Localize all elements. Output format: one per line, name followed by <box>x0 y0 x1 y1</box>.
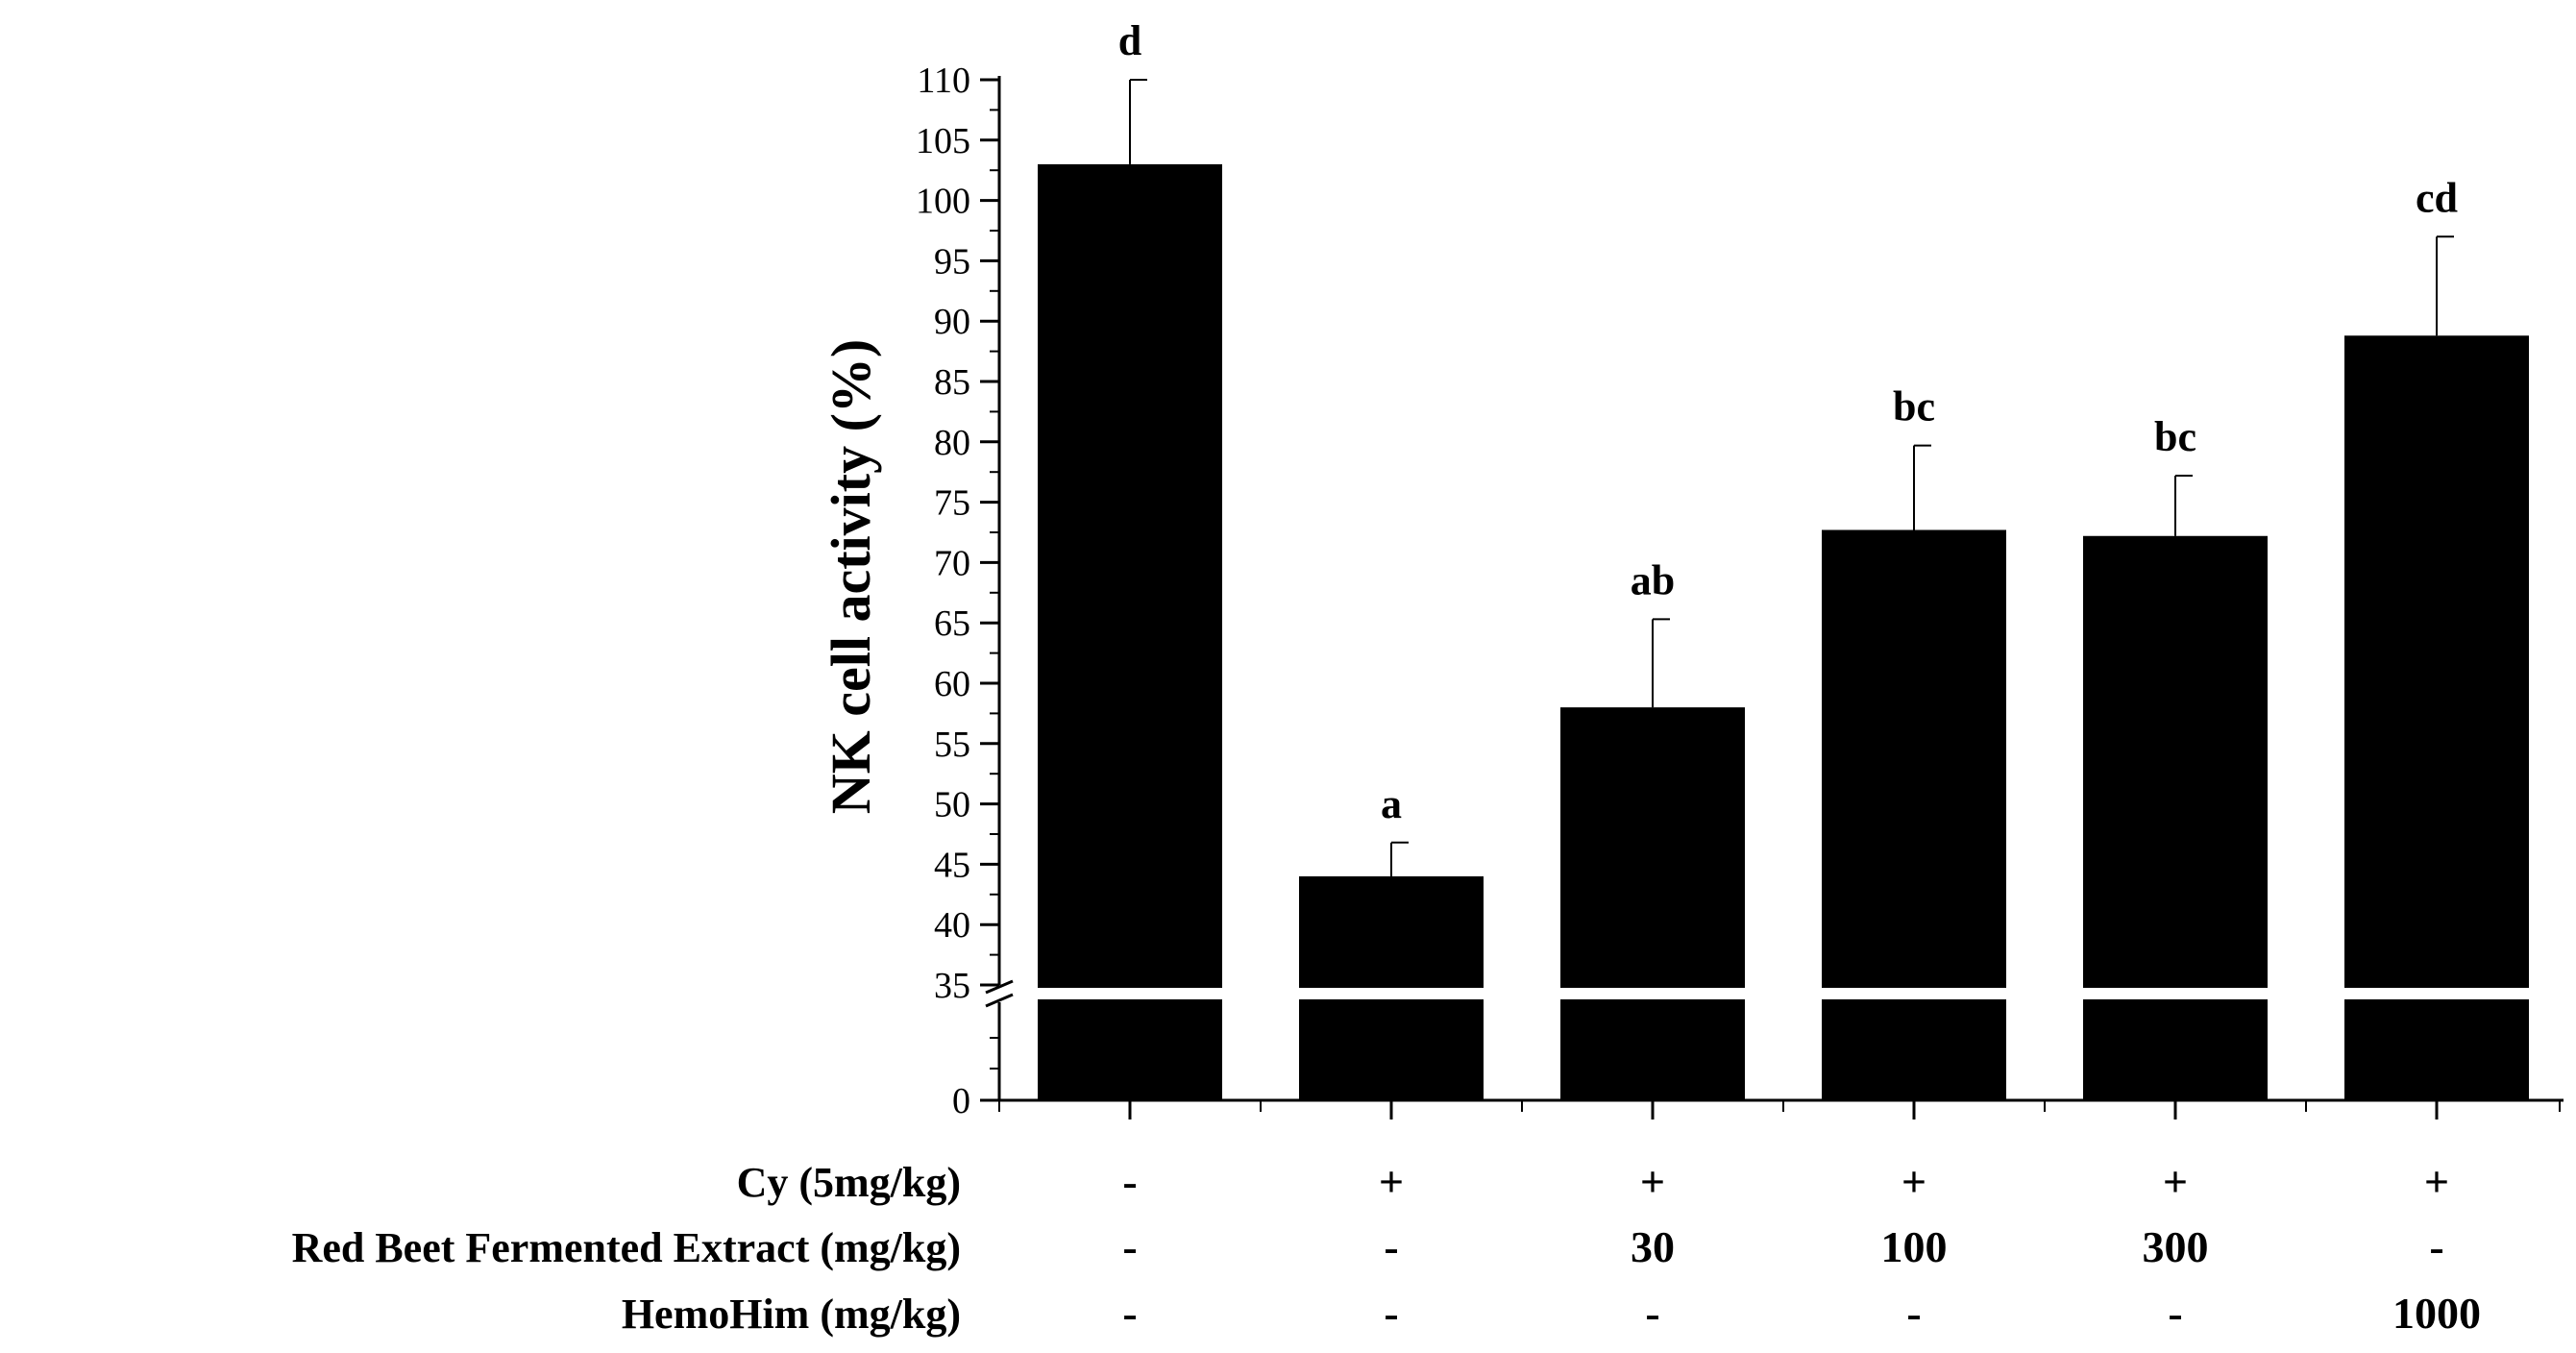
significance-label-3: ab <box>1631 556 1675 603</box>
y-tick-label-60: 60 <box>934 664 970 704</box>
treatment-cell-2-2: - <box>1384 1222 1398 1271</box>
treatment-cell-2-3: 30 <box>1631 1222 1675 1271</box>
bar-3 <box>1560 707 1745 1100</box>
axis-break-mark-lower <box>985 993 1014 1008</box>
y-tick-label-65: 65 <box>934 603 970 644</box>
treatment-cell-2-4: 100 <box>1881 1222 1948 1271</box>
treatment-cell-2-5: 300 <box>2143 1222 2209 1271</box>
y-tick-label-85: 85 <box>934 362 970 403</box>
treatment-cell-3-6: 1000 <box>2392 1289 2481 1338</box>
y-tick-label-70: 70 <box>934 543 970 583</box>
y-tick-label-110: 110 <box>917 61 970 101</box>
y-tick-label-95: 95 <box>934 241 970 282</box>
treatment-row-label-3: HemoHim (mg/kg) <box>622 1291 961 1338</box>
y-tick-label-50: 50 <box>934 785 970 825</box>
y-tick-label-90: 90 <box>934 302 970 342</box>
bar-1 <box>1038 163 1222 1101</box>
treatment-cell-3-5: - <box>2168 1289 2182 1338</box>
bar-6 <box>2344 335 2529 1101</box>
treatment-cell-3-3: - <box>1645 1289 1659 1338</box>
y-tick-label-105: 105 <box>916 121 970 161</box>
axis-break-gap <box>980 988 2564 999</box>
bar-4 <box>1822 529 2006 1100</box>
treatment-cell-3-1: - <box>1122 1289 1137 1338</box>
treatment-row-label-2: Red Beet Fermented Extract (mg/kg) <box>292 1224 961 1271</box>
treatment-cell-3-4: - <box>1906 1289 1921 1338</box>
y-tick-label-45: 45 <box>934 845 970 885</box>
significance-label-5: bc <box>2154 413 2196 460</box>
treatment-cell-1-3: + <box>1640 1157 1665 1206</box>
bar-5 <box>2083 535 2268 1100</box>
treatment-cell-2-1: - <box>1122 1222 1137 1271</box>
y-tick-label-80: 80 <box>934 423 970 463</box>
significance-label-4: bc <box>1893 383 1935 430</box>
y-tick-label-100: 100 <box>916 182 970 222</box>
treatment-cell-1-5: + <box>2163 1157 2188 1206</box>
y-tick-label-40: 40 <box>934 905 970 946</box>
y-tick-label-75: 75 <box>934 483 970 524</box>
treatment-cell-3-2: - <box>1384 1289 1398 1338</box>
treatment-cell-1-2: + <box>1379 1157 1404 1206</box>
y-tick-label-0: 0 <box>952 1081 970 1121</box>
treatment-row-label-1: Cy (5mg/kg) <box>737 1159 961 1206</box>
treatment-cell-1-4: + <box>1901 1157 1926 1206</box>
treatment-cell-2-6: - <box>2429 1222 2443 1271</box>
significance-label-6: cd <box>2416 174 2458 221</box>
treatment-cell-1-6: + <box>2424 1157 2449 1206</box>
y-tick-label-35: 35 <box>934 966 970 1006</box>
significance-label-1: d <box>1118 17 1141 64</box>
y-tick-label-55: 55 <box>934 725 970 765</box>
treatment-cell-1-1: - <box>1122 1157 1137 1206</box>
significance-label-2: a <box>1381 780 1402 827</box>
y-axis-title: NK cell activity (%) <box>820 339 882 814</box>
axis-break-mark-upper <box>985 979 1014 995</box>
